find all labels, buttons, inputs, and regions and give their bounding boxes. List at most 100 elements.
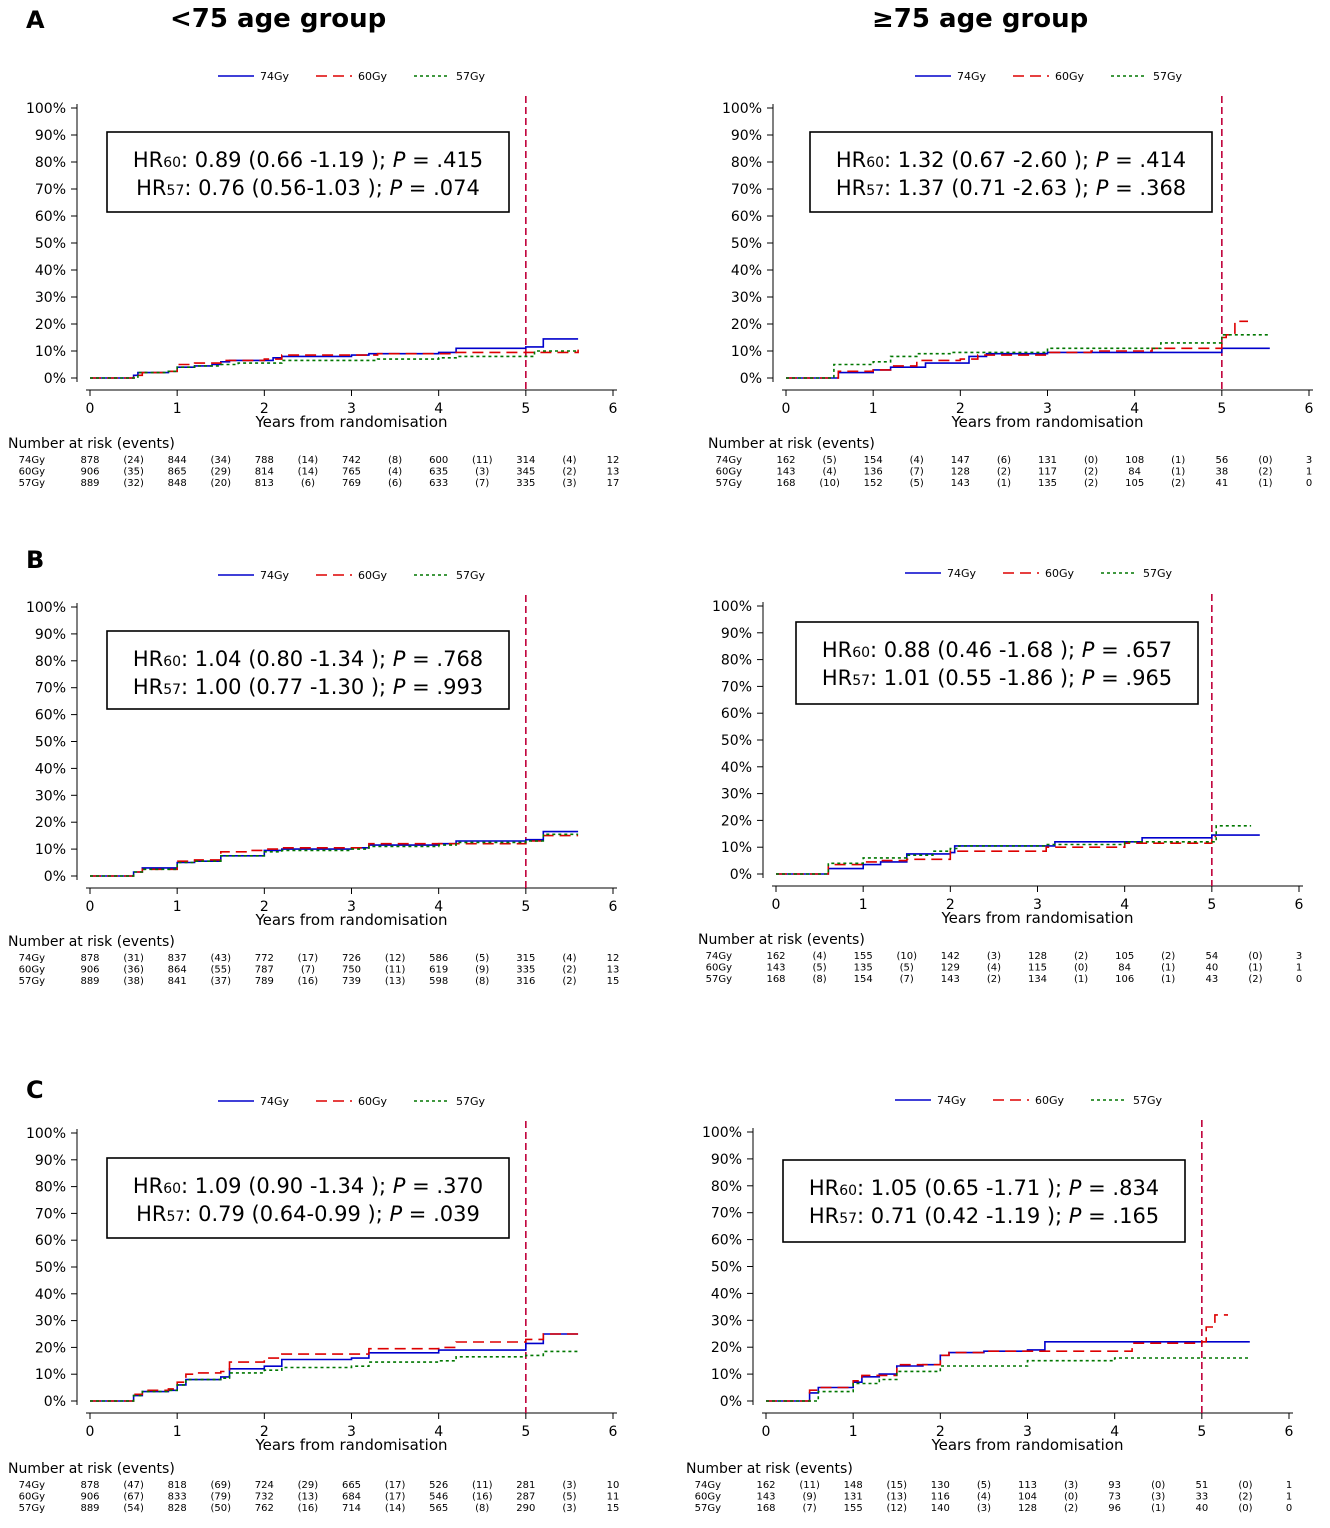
risk-cell: (11) [799, 1480, 820, 1491]
risk-cell: 148 [844, 1480, 863, 1491]
risk-cell: (9) [475, 965, 489, 976]
y-tick-label: 50% [35, 236, 66, 252]
risk-cell: (24) [123, 455, 144, 466]
risk-cell: (0) [1084, 455, 1098, 466]
risk-cell: (4) [562, 953, 576, 964]
km-panel-b-left: 74Gy 60Gy 57Gy0%10%20%30%40%50%60%70%80%90… [8, 569, 619, 987]
axes: 0% 10% 20% 30% 40% 50% 60% 70% 80% 90% 100% 0 1 2 3 4 5 6… [722, 101, 1314, 431]
y-tick-label: 20% [731, 317, 762, 333]
risk-row-group: 57Gy [19, 1503, 45, 1514]
risk-cell: (16) [298, 976, 319, 987]
risk-cell: 10 [607, 1480, 620, 1491]
x-tick-label: 5 [1197, 1424, 1206, 1440]
axes: 0% 10% 20% 30% 40% 50% 60% 70% 80% 90% 100% 0 1 2 3 4 5 6… [712, 599, 1304, 927]
legend-label-57Gy: 57Gy [1153, 70, 1183, 83]
risk-cell: (11) [472, 455, 493, 466]
risk-cell: 787 [255, 965, 274, 976]
risk-cell: (79) [210, 1492, 231, 1503]
risk-cell: (4) [812, 951, 826, 962]
y-tick-label: 0% [720, 1394, 742, 1410]
risk-cell: (14) [385, 1503, 406, 1514]
y-tick-label: 10% [35, 344, 66, 360]
x-tick-label: 0 [86, 899, 95, 915]
hazard-ratio-line: HR57: 1.00 (0.77 -1.30 ); P = .993 [133, 675, 483, 699]
risk-cell: (17) [298, 953, 319, 964]
risk-row-group: 74Gy [19, 1480, 45, 1491]
y-tick-label: 50% [711, 1260, 742, 1276]
risk-cell: 742 [342, 455, 361, 466]
risk-table: Number at risk (events) 74Gy 162 (4) 155 (10)… [698, 932, 1302, 985]
risk-cell: (0) [1248, 951, 1262, 962]
risk-cell: (5) [475, 953, 489, 964]
risk-cell: 40 [1195, 1503, 1208, 1514]
risk-cell: 155 [854, 951, 873, 962]
y-tick-label: 40% [731, 263, 762, 279]
risk-cell: (38) [123, 976, 144, 987]
risk-cell: 12 [607, 953, 620, 964]
risk-cell: 732 [255, 1492, 274, 1503]
risk-cell: (3) [1064, 1480, 1078, 1491]
y-tick-label: 70% [35, 681, 66, 697]
x-tick-label: 3 [347, 401, 356, 417]
series-line-74Gy [776, 834, 1260, 875]
hazard-ratio-line: HR57: 1.01 (0.55 -1.86 ); P = .965 [822, 666, 1172, 690]
y-tick-label: 0% [44, 869, 66, 885]
risk-row-group: 57Gy [19, 976, 45, 987]
risk-cell: 1 [1306, 467, 1312, 478]
axes: 0% 10% 20% 30% 40% 50% 60% 70% 80% 90% 100% 0 1 2 3 4 5 6… [702, 1125, 1294, 1454]
risk-cell: 152 [864, 478, 883, 489]
risk-cell: (43) [210, 953, 231, 964]
risk-cell: (3) [977, 1503, 991, 1514]
risk-cell: 154 [854, 974, 873, 985]
axes: 0% 10% 20% 30% 40% 50% 60% 70% 80% 90% 100% 0 1 2 3 4 5 6… [26, 101, 618, 431]
risk-cell: 12 [607, 455, 620, 466]
x-tick-label: 3 [347, 899, 356, 915]
series-line-60Gy [90, 834, 579, 877]
risk-cell: 600 [429, 455, 448, 466]
risk-table-title: Number at risk (events) [708, 436, 875, 452]
risk-cell: 864 [168, 965, 187, 976]
hazard-ratio-box [782, 1159, 1186, 1243]
risk-cell: 131 [844, 1492, 863, 1503]
y-tick-label: 30% [35, 1314, 66, 1330]
legend: 74Gy 60Gy 57Gy [218, 70, 486, 83]
y-tick-label: 0% [44, 371, 66, 387]
risk-cell: 315 [516, 953, 535, 964]
risk-row-group: 60Gy [716, 467, 742, 478]
risk-cell: 135 [854, 963, 873, 974]
x-tick-label: 6 [1285, 1424, 1294, 1440]
legend-label-74Gy: 74Gy [957, 70, 987, 83]
axes: 0% 10% 20% 30% 40% 50% 60% 70% 80% 90% 100% 0 1 2 3 4 5 6… [26, 600, 618, 929]
y-tick-label: 0% [740, 371, 762, 387]
series-line-57Gy [786, 334, 1270, 379]
y-tick-label: 100% [26, 101, 66, 117]
x-tick-label: 6 [609, 1424, 618, 1440]
risk-cell: 104 [1018, 1492, 1037, 1503]
x-axis-title: Years from randomisation [254, 1436, 447, 1454]
risk-cell: (12) [886, 1503, 907, 1514]
x-tick-label: 2 [260, 401, 269, 417]
risk-row-group: 57Gy [695, 1503, 721, 1514]
risk-cell: (34) [210, 455, 231, 466]
legend-label-57Gy: 57Gy [456, 569, 486, 582]
x-axis-title: Years from randomisation [930, 1436, 1123, 1454]
y-tick-label: 40% [711, 1286, 742, 1302]
risk-cell: 714 [342, 1503, 361, 1514]
x-tick-label: 5 [1217, 401, 1226, 417]
hazard-ratio-line: HR60: 1.32 (0.67 -2.60 ); P = .414 [836, 148, 1186, 172]
x-tick-label: 4 [434, 1424, 443, 1440]
legend: 74Gy 60Gy 57Gy [915, 70, 1183, 83]
x-tick-label: 4 [434, 899, 443, 915]
risk-cell: (10) [896, 951, 917, 962]
series-line-60Gy [90, 349, 579, 379]
x-tick-label: 0 [762, 1424, 771, 1440]
legend-label-74Gy: 74Gy [947, 567, 977, 580]
risk-cell: (2) [1064, 1503, 1078, 1514]
y-tick-label: 30% [721, 787, 752, 803]
y-tick-label: 70% [711, 1206, 742, 1222]
risk-cell: 833 [168, 1492, 187, 1503]
risk-cell: 41 [1215, 478, 1228, 489]
risk-cell: 106 [1115, 974, 1134, 985]
x-tick-label: 1 [173, 1424, 182, 1440]
risk-cell: 129 [941, 963, 960, 974]
